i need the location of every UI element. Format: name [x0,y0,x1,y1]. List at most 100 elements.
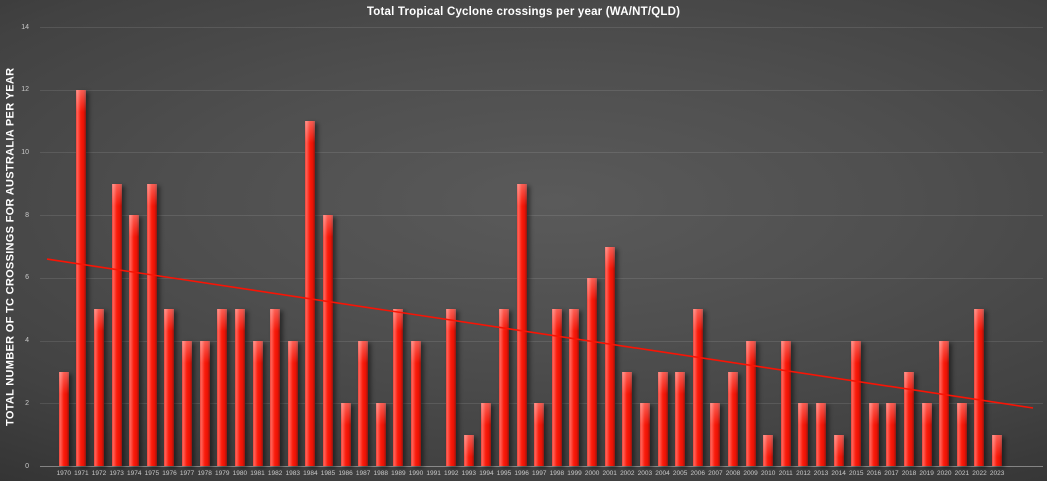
bar-slot-2015 [847,27,865,466]
bar-2002 [622,371,633,466]
bar-slot-2005 [671,27,689,466]
bar-1977 [182,340,193,466]
y-tick-label-4: 4 [25,337,29,345]
bar-slot-1990 [407,27,425,466]
x-tick-label-2007: 2007 [708,470,723,477]
x-tick-label-1988: 1988 [373,470,388,477]
bar-1978 [199,340,210,466]
bar-slot-2017 [883,27,901,466]
bar-slot-1994 [478,27,496,466]
bar-1970 [58,371,69,466]
bar-1999 [569,309,580,466]
x-tick-label-2000: 2000 [584,470,600,477]
x-tick-label-2023: 2023 [989,470,1005,477]
x-tick-label-2015: 2015 [848,470,864,477]
x-tick-label-2002: 2002 [620,470,635,477]
x-tick-label-2016: 2016 [866,470,882,477]
bar-slot-2000 [583,27,601,466]
bar-1985 [322,215,333,466]
bar-1987 [358,340,369,466]
bar-1973 [111,183,122,466]
bar-2001 [604,246,615,466]
bars [55,27,1006,466]
x-tick-label-1982: 1982 [267,470,283,477]
x-tick-label-2006: 2006 [690,470,705,477]
bar-1976 [164,309,175,466]
x-tick-label-1999: 1999 [567,470,582,477]
y-tick-label-2: 2 [25,399,29,407]
bar-1974 [129,215,140,466]
bar-1971 [76,89,87,466]
bar-1984 [305,121,316,466]
x-tick-label-2012: 2012 [796,470,811,477]
bar-slot-2011 [777,27,795,466]
bar-slot-2006 [689,27,707,466]
x-tick-label-1989: 1989 [391,470,406,477]
bar-1979 [217,309,228,466]
bar-1983 [287,340,298,466]
bar-slot-1974 [125,27,143,466]
bar-2012 [798,403,809,466]
x-tick-label-1985: 1985 [320,470,336,477]
x-tick-label-2009: 2009 [743,470,758,477]
x-tick-label-1973: 1973 [109,470,124,477]
bar-slot-2004 [654,27,672,466]
x-tick-label-1987: 1987 [355,470,371,477]
bar-slot-2003 [636,27,654,466]
bar-2016 [868,403,879,466]
bar-slot-1979 [213,27,231,466]
x-tick-label-1983: 1983 [285,470,300,477]
bar-slot-1980 [231,27,249,466]
bar-2004 [657,371,668,466]
bar-2020 [939,340,950,466]
bar-1975 [146,183,157,466]
bar-slot-1989 [390,27,408,466]
x-tick-label-1976: 1976 [162,470,177,477]
gridline-8 [40,215,1043,217]
x-tick-label-2022: 2022 [972,470,987,477]
x-tick-label-1977: 1977 [179,470,195,477]
bar-slot-1986 [337,27,355,466]
bar-slot-2007 [707,27,725,466]
x-tick-label-1981: 1981 [250,470,265,477]
bar-slot-2002 [619,27,637,466]
x-tick-label-2003: 2003 [637,470,653,477]
bar-slot-1971 [73,27,91,466]
x-tick-label-1996: 1996 [514,470,529,477]
x-tick-label-2010: 2010 [760,470,776,477]
bar-2014 [833,434,844,466]
x-tick-label-1995: 1995 [496,470,512,477]
x-tick-label-1972: 1972 [91,470,107,477]
bar-2000 [587,277,598,466]
bar-1990 [410,340,421,466]
x-tick-label-1990: 1990 [408,470,424,477]
x-axis-line [40,466,1043,467]
bar-1995 [499,309,510,466]
bar-1998 [551,309,562,466]
bar-slot-1984 [302,27,320,466]
bar-1993 [463,434,474,466]
bar-1986 [340,403,351,466]
x-tick-label-2020: 2020 [937,470,952,477]
bar-1982 [270,309,281,466]
bar-slot-2019 [918,27,936,466]
bar-slot-2023 [988,27,1006,466]
bar-2023 [992,434,1003,466]
x-tick-label-2018: 2018 [901,470,917,477]
bar-2005 [675,371,686,466]
bar-2008 [727,371,738,466]
x-tick-label-1978: 1978 [197,470,212,477]
bar-slot-1982 [266,27,284,466]
bar-1988 [375,403,386,466]
y-tick-label-14: 14 [21,23,29,31]
gridline-14 [40,27,1043,28]
bar-2021 [956,403,967,466]
bar-2013 [816,403,826,466]
bar-slot-1978 [196,27,214,466]
bar-slot-1977 [178,27,196,466]
x-tick-label-1970: 1970 [56,470,72,477]
bar-1992 [446,309,457,466]
x-tick-label-2021: 2021 [954,470,970,477]
bar-slot-2014 [830,27,848,466]
